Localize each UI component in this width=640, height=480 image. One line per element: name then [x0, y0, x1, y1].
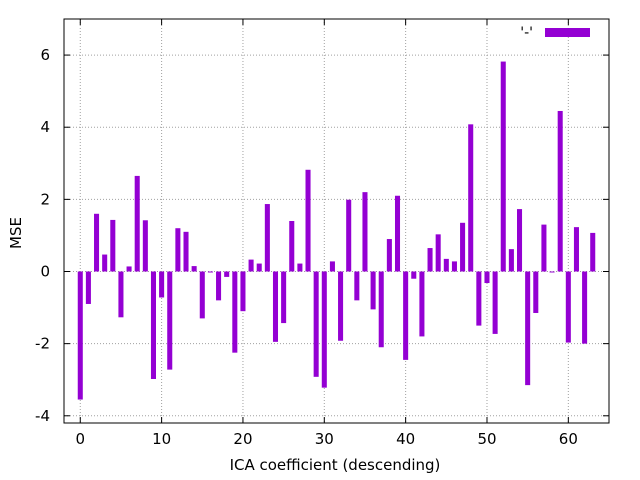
- bar: [216, 271, 222, 301]
- bar: [224, 271, 230, 277]
- legend: '-': [520, 25, 590, 41]
- x-tick-label: 40: [396, 430, 415, 448]
- y-tick-label: 6: [40, 46, 50, 64]
- x-axis-title: ICA coefficient (descending): [230, 456, 441, 474]
- bar: [150, 271, 156, 379]
- x-tick-label: 50: [477, 430, 496, 448]
- bar: [451, 261, 457, 272]
- bar: [126, 266, 132, 272]
- bar: [525, 271, 531, 386]
- bar: [264, 204, 270, 272]
- y-tick-label: 4: [40, 118, 50, 136]
- bar: [346, 199, 352, 272]
- bar: [175, 228, 181, 272]
- bar: [94, 213, 100, 272]
- x-tick-label: 0: [75, 430, 85, 448]
- tick-labels: 0 10 20 30 40 50 60 -4 -2 0 2 4 6: [35, 46, 578, 448]
- bar: [427, 248, 433, 272]
- x-tick-label: 20: [233, 430, 252, 448]
- bar: [582, 271, 588, 344]
- bar: [272, 271, 279, 342]
- bar: [248, 259, 254, 272]
- bar: [289, 221, 295, 272]
- bar: [118, 271, 124, 318]
- bar: [329, 261, 335, 272]
- bar: [199, 271, 205, 319]
- bar: [378, 271, 384, 348]
- bar: [386, 239, 392, 272]
- bar: [256, 263, 262, 272]
- bar: [362, 192, 368, 272]
- bar: [468, 124, 474, 272]
- bar: [297, 263, 303, 272]
- y-axis-title: MSE: [7, 217, 25, 249]
- bar: [159, 271, 165, 298]
- legend-label: '-': [520, 25, 533, 41]
- bar: [232, 271, 238, 353]
- y-tick-label: -4: [35, 407, 50, 425]
- bar: [207, 271, 213, 273]
- bar: [110, 219, 116, 272]
- bar: [281, 271, 287, 324]
- bar: [476, 271, 482, 326]
- bar: [443, 258, 449, 272]
- bar: [313, 271, 319, 377]
- bar: [240, 271, 246, 312]
- bar: [517, 209, 523, 272]
- legend-swatch: [545, 28, 590, 37]
- bar: [142, 220, 148, 272]
- bar: [134, 175, 140, 272]
- bar: [460, 222, 466, 272]
- bar: [590, 232, 596, 272]
- bar: [508, 249, 514, 272]
- bar: [354, 271, 360, 301]
- bar: [338, 271, 344, 341]
- bar: [411, 271, 417, 279]
- bar: [321, 271, 327, 388]
- y-tick-label: 2: [40, 190, 50, 208]
- bar: [541, 224, 547, 272]
- bar: [435, 234, 441, 272]
- bar: [167, 271, 173, 370]
- bar: [85, 271, 91, 304]
- x-tick-label: 60: [559, 430, 578, 448]
- bar: [403, 271, 409, 360]
- bars: [77, 61, 596, 400]
- x-tick-label: 10: [152, 430, 171, 448]
- bar: [565, 271, 571, 343]
- bar: [557, 110, 563, 272]
- bar: [549, 271, 555, 273]
- axis-ticks: [64, 19, 609, 423]
- bar: [370, 271, 376, 310]
- bar: [394, 195, 401, 272]
- y-tick-label: 0: [40, 263, 50, 281]
- x-tick-label: 30: [315, 430, 334, 448]
- bar: [500, 61, 506, 272]
- bar: [533, 271, 539, 313]
- bar: [573, 227, 579, 272]
- bar: [492, 271, 498, 334]
- bar: [484, 271, 490, 284]
- bar: [191, 266, 197, 272]
- bar: [183, 231, 189, 272]
- bar: [305, 169, 311, 272]
- bar: [77, 271, 83, 400]
- bar: [102, 254, 108, 272]
- y-tick-label: -2: [35, 335, 50, 353]
- plot-frame: [63, 18, 610, 424]
- bar: [419, 271, 425, 337]
